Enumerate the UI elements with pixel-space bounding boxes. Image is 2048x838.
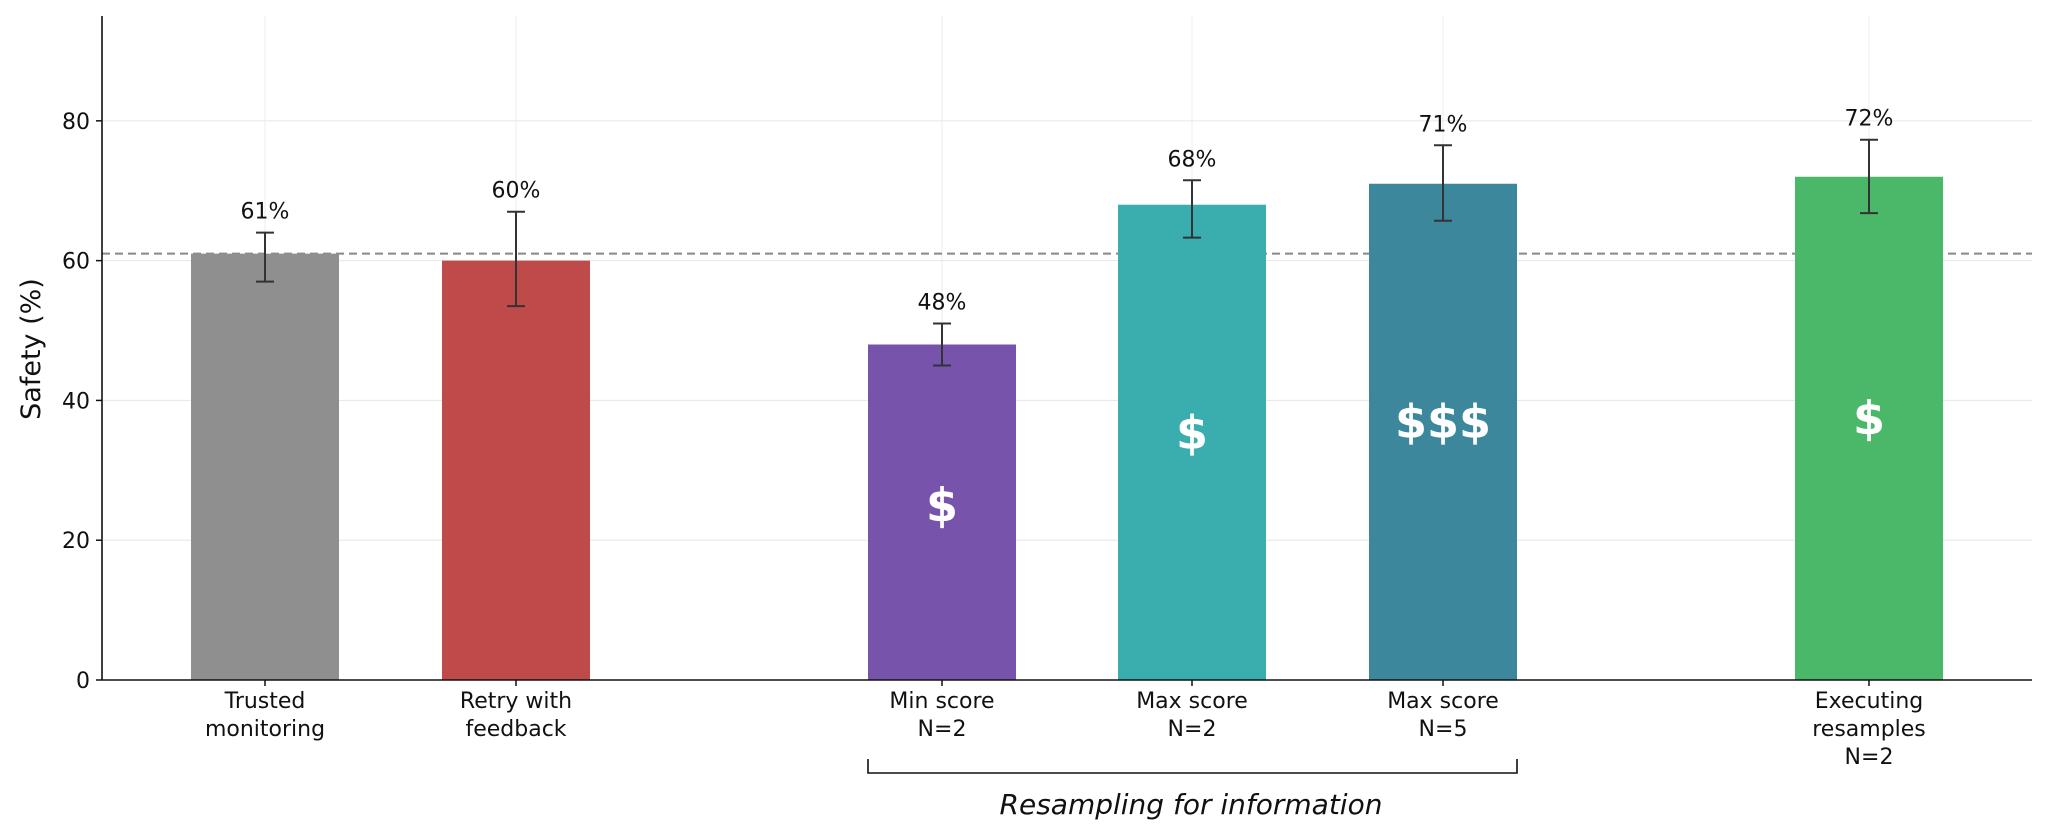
y-tick-label: 0 xyxy=(76,669,90,694)
value-label: 48% xyxy=(918,291,967,316)
x-tick-label: monitoring xyxy=(205,717,325,742)
value-label: 60% xyxy=(492,179,541,204)
labels: 61% Trusted monitoring 60% Retry with feedbac… xyxy=(62,107,1926,774)
x-tick-label: Max score xyxy=(1387,689,1499,714)
x-tick-label: N=2 xyxy=(918,717,967,742)
value-label: 61% xyxy=(241,200,290,225)
bar xyxy=(1795,176,1943,681)
x-tick-label: Executing xyxy=(1815,689,1923,714)
bar xyxy=(1118,204,1266,680)
value-label: 72% xyxy=(1845,107,1894,132)
x-tick-label: resamples xyxy=(1812,717,1926,742)
bar xyxy=(442,260,590,680)
cost-label: $ xyxy=(926,479,958,533)
grid-lines xyxy=(102,16,2032,680)
group-annotation-label: Resampling for information xyxy=(1000,788,1383,821)
x-tick-label: N=2 xyxy=(1168,717,1217,742)
value-label: 68% xyxy=(1168,147,1217,172)
bar xyxy=(191,253,339,681)
y-axis-label: Safety (%) xyxy=(16,278,47,420)
x-tick-label: Max score xyxy=(1136,689,1248,714)
group-bracket xyxy=(867,759,1518,774)
cost-label: $$$ xyxy=(1395,395,1491,449)
axes xyxy=(96,16,2032,686)
y-tick-label: 40 xyxy=(62,389,90,414)
value-label: 71% xyxy=(1419,112,1468,137)
bar xyxy=(868,344,1016,680)
x-tick-label: Trusted xyxy=(224,689,306,714)
x-tick-label: N=2 xyxy=(1845,745,1894,770)
cost-label: $ xyxy=(1176,406,1208,460)
x-tick-label: N=5 xyxy=(1419,717,1468,742)
y-tick-label: 80 xyxy=(62,110,90,135)
bars xyxy=(191,138,1943,681)
bar xyxy=(1369,183,1517,680)
x-tick-label: Min score xyxy=(889,689,994,714)
y-tick-label: 20 xyxy=(62,529,90,554)
x-tick-label: Retry with xyxy=(460,689,572,714)
cost-label: $ xyxy=(1853,391,1885,445)
y-tick-label: 60 xyxy=(62,250,90,275)
x-tick-label: feedback xyxy=(465,717,566,742)
